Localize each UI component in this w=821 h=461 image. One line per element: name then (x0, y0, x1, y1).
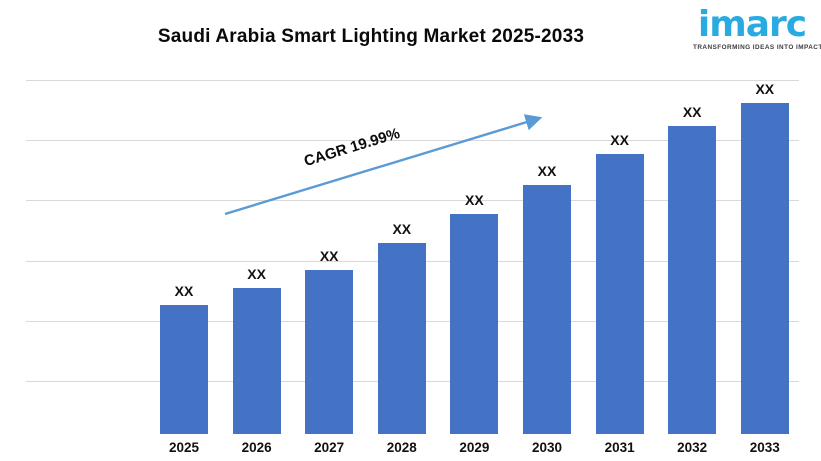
axis-label-2026: 2026 (241, 440, 272, 455)
bar-2027 (305, 270, 354, 434)
imarc-logo: imarc TRANSFORMING IDEAS INTO IMPACT (693, 4, 821, 52)
bar-value-label-2031: XX (610, 132, 629, 148)
bar-value-label-2030: XX (537, 163, 557, 179)
bar-2033 (740, 103, 789, 434)
axis-label-2033: 2033 (749, 440, 780, 455)
plot-area: XX 2025 XX 2026 XX 2027 XX 2028 XX 2029 XX 2030 XX 20… (26, 80, 799, 455)
bar-value-label-2033: XX (755, 81, 775, 97)
axis-label-2027: 2027 (314, 440, 345, 455)
chart-title: Saudi Arabia Smart Lighting Market 2025-… (157, 26, 585, 47)
bar-value-label-2029: XX (465, 192, 484, 208)
bar-2032 (668, 126, 717, 434)
bar-value-label-2025: XX (174, 283, 194, 299)
bar-2031 (595, 154, 644, 434)
bar-2026 (232, 288, 281, 434)
axis-label-2028: 2028 (386, 440, 417, 455)
bar-2030 (523, 185, 571, 434)
bar-2025 (160, 305, 208, 434)
axis-label-2025: 2025 (168, 440, 200, 455)
bar-value-label-2028: XX (392, 221, 412, 237)
bar-value-label-2026: XX (247, 266, 266, 282)
bar-value-label-2027: XX (319, 248, 339, 264)
imarc-logo-wordmark: imarc (697, 4, 807, 45)
bar-value-label-2032: XX (682, 104, 702, 120)
axis-label-2032: 2032 (677, 440, 708, 455)
bar-2029 (450, 214, 499, 434)
axis-label-2031: 2031 (604, 440, 635, 455)
imarc-logo-tagline: TRANSFORMING IDEAS INTO IMPACT (693, 44, 821, 51)
axis-label-2029: 2029 (459, 440, 490, 455)
axis-label-2030: 2030 (531, 440, 563, 455)
bar-2028 (377, 243, 426, 434)
gridline (26, 80, 799, 81)
